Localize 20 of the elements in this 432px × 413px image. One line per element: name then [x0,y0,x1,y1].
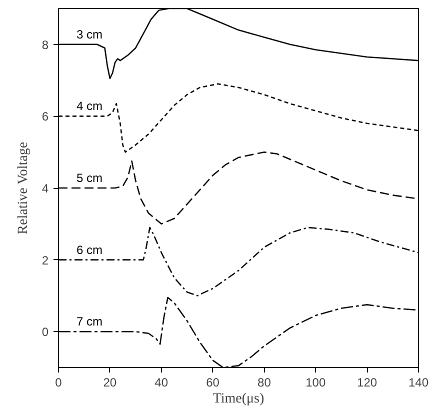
series-label: 5 cm [76,171,103,185]
x-tick-label: 0 [55,376,62,390]
series-label: 7 cm [76,314,103,329]
x-tick-label: 100 [306,376,326,390]
series-label: 4 cm [76,99,103,114]
x-axis-title: Time(μs) [212,392,265,406]
x-tick-label: 120 [357,376,378,390]
series-label: 3 cm [76,27,103,42]
x-tick-label: 20 [103,376,117,390]
y-tick-label: 4 [42,182,49,196]
x-tick-label: 60 [206,376,220,390]
x-tick-label: 80 [258,376,272,390]
y-tick-label: 8 [42,38,49,52]
x-tick-label: 40 [154,376,168,390]
series-label: 6 cm [76,242,103,257]
x-tick-label: 140 [408,376,429,390]
y-tick-label: 0 [42,325,49,340]
y-tick-label: 6 [42,110,49,124]
y-axis-title: Relative Voltage [16,142,31,234]
y-tick-label: 2 [42,253,49,268]
